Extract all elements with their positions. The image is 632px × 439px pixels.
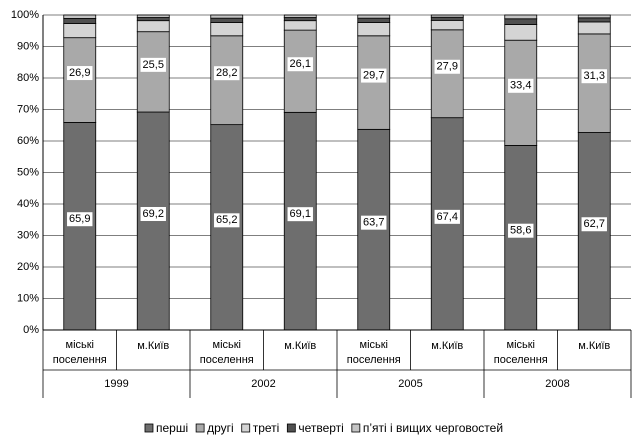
x-tick-label: м.Київ xyxy=(284,340,316,352)
data-label-box xyxy=(214,66,240,81)
bar-segment xyxy=(577,17,611,23)
data-label: 62,7 xyxy=(584,218,605,230)
data-label-box xyxy=(434,59,460,74)
data-label-box xyxy=(581,217,607,232)
data-label-box xyxy=(287,57,313,72)
bar-segment xyxy=(430,14,464,18)
data-label-box xyxy=(434,209,460,224)
bar-segment xyxy=(63,18,97,24)
data-label-box xyxy=(361,215,387,230)
bar-segment xyxy=(136,111,170,331)
data-label-box xyxy=(214,213,240,228)
data-label-box xyxy=(140,57,166,72)
x-tick-label: м.Київ xyxy=(578,340,610,352)
data-label: 63,7 xyxy=(363,217,384,229)
x-tick-label: м.Київ xyxy=(431,340,463,352)
y-tick-label: 100% xyxy=(11,9,39,21)
bar-segment xyxy=(357,14,391,19)
x-tick-label: міські поселення xyxy=(53,339,107,366)
data-label-box xyxy=(508,78,534,93)
data-label: 29,7 xyxy=(363,69,384,81)
legend-swatch xyxy=(241,423,251,433)
bar-segment xyxy=(63,14,97,19)
data-label: 69,1 xyxy=(290,208,311,220)
data-label: 31,3 xyxy=(584,70,605,82)
y-tick-label: 0% xyxy=(23,324,39,336)
legend: перші другі треті четверті п’яті і вищих чер… xyxy=(144,421,503,435)
data-label: 65,9 xyxy=(69,213,90,225)
bar-segment xyxy=(210,14,244,19)
x-group-label: 2005 xyxy=(398,378,422,390)
bar-segment xyxy=(136,14,170,18)
data-label: 69,2 xyxy=(143,208,164,220)
bar-segment xyxy=(504,24,538,41)
bar-segment xyxy=(504,14,538,20)
legend-swatch xyxy=(351,423,361,433)
bar-segment xyxy=(357,35,391,130)
x-tick-label: м.Київ xyxy=(137,340,169,352)
bar-segment xyxy=(504,18,538,25)
bar-segment xyxy=(63,23,97,39)
data-label: 25,5 xyxy=(143,59,164,71)
data-label: 65,2 xyxy=(216,214,237,226)
bar-segment xyxy=(210,22,244,37)
legend-label: другі xyxy=(207,421,234,435)
y-tick-label: 30% xyxy=(17,229,39,241)
data-label-box xyxy=(67,66,93,81)
bar-segment xyxy=(504,39,538,146)
bar-segment xyxy=(283,20,317,31)
bar-segment xyxy=(136,20,170,33)
data-label: 67,4 xyxy=(437,211,458,223)
y-tick-label: 70% xyxy=(17,103,39,115)
x-tick-label: міські поселення xyxy=(347,339,401,366)
legend-label: перші xyxy=(156,421,188,435)
data-label: 26,1 xyxy=(290,58,311,70)
legend-swatch xyxy=(286,423,296,433)
bar-segment xyxy=(357,17,391,23)
data-label-box xyxy=(508,223,534,238)
data-label-box xyxy=(581,69,607,84)
y-tick-label: 40% xyxy=(17,198,39,210)
y-tick-label: 50% xyxy=(17,166,39,178)
data-label-box xyxy=(287,207,313,222)
bar-segment xyxy=(283,17,317,22)
bar-segment xyxy=(577,14,611,19)
data-label-box xyxy=(140,207,166,222)
data-label-box xyxy=(67,212,93,227)
y-tick-label: 90% xyxy=(17,40,39,52)
x-group-label: 1999 xyxy=(104,378,128,390)
y-tick-label: 80% xyxy=(17,72,39,84)
x-group-label: 2002 xyxy=(251,378,275,390)
bar-segment xyxy=(430,16,464,21)
data-label: 33,4 xyxy=(510,80,531,92)
y-tick-label: 10% xyxy=(17,292,39,304)
legend-label: п’яті і вищих черговостей xyxy=(363,421,503,435)
x-tick-label: міські поселення xyxy=(494,339,548,366)
bar-segment xyxy=(577,21,611,35)
x-tick-label: міські поселення xyxy=(200,339,254,366)
bar-segment xyxy=(430,19,464,31)
bar-segment xyxy=(283,111,317,331)
data-label: 58,6 xyxy=(510,225,531,237)
bar-segment xyxy=(283,14,317,18)
data-label-box xyxy=(361,68,387,83)
bar-segment xyxy=(210,17,244,23)
legend-swatch xyxy=(195,423,205,433)
data-label: 27,9 xyxy=(437,61,458,73)
data-label: 28,2 xyxy=(216,67,237,79)
y-tick-label: 60% xyxy=(17,135,39,147)
legend-label: четверті xyxy=(298,421,344,435)
bar-segment xyxy=(136,17,170,22)
legend-swatch xyxy=(144,423,154,433)
legend-label: треті xyxy=(253,421,280,435)
data-label: 26,9 xyxy=(69,67,90,79)
x-group-label: 2008 xyxy=(545,378,569,390)
bar-segment xyxy=(357,22,391,37)
y-tick-label: 20% xyxy=(17,261,39,273)
